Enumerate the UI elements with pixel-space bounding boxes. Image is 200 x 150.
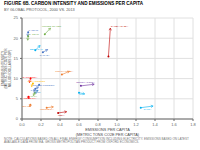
svg-text:EMISSIONS INTENSITY(METRIC TON: EMISSIONS INTENSITY(METRIC TONS CO2E PER… bbox=[8, 48, 12, 89]
svg-text:AUSTRALIA: AUSTRALIA bbox=[22, 97, 36, 100]
svg-text:EU-28: EU-28 bbox=[33, 91, 41, 94]
svg-text:15: 15 bbox=[14, 56, 19, 61]
svg-text:BRAZIL: BRAZIL bbox=[22, 105, 31, 108]
svg-text:CHINA: CHINA bbox=[144, 108, 152, 111]
svg-text:CANADA: CANADA bbox=[40, 54, 51, 57]
svg-text:INDIA: INDIA bbox=[58, 114, 65, 117]
html-text:EMISSIONS INTENSITY: EMISSIONS INTENSITY bbox=[0, 50, 5, 87]
svg-text:0.4: 0.4 bbox=[57, 122, 63, 127]
svg-text:EMISSIONS PER CAPITA(METRIC TO: EMISSIONS PER CAPITA(METRIC TONS CO2E PE… bbox=[76, 128, 140, 136]
svg-text:0: 0 bbox=[16, 116, 19, 121]
svg-text:TL: TL bbox=[79, 93, 83, 96]
svg-text:UNITED STATES: UNITED STATES bbox=[42, 25, 62, 28]
svg-text:CALIFORNIA: CALIFORNIA bbox=[22, 76, 37, 79]
svg-text:0.2: 0.2 bbox=[38, 122, 44, 127]
svg-text:10: 10 bbox=[14, 76, 19, 81]
svg-text:1.4: 1.4 bbox=[152, 122, 158, 127]
svg-text:0.6: 0.6 bbox=[76, 122, 82, 127]
svg-text:UNITED KINGDOM: UNITED KINGDOM bbox=[32, 84, 54, 87]
html-text:BY GLOBAL PROTOCOL, 2000 VS. 2: BY GLOBAL PROTOCOL, 2000 VS. 2013 bbox=[4, 7, 75, 12]
svg-text:M. JOHN: M. JOHN bbox=[28, 33, 38, 36]
svg-text:1.2: 1.2 bbox=[133, 122, 139, 127]
svg-text:0.0: 0.0 bbox=[19, 122, 25, 127]
svg-text:SOUTH AFRICA: SOUTH AFRICA bbox=[76, 81, 95, 84]
svg-text:25: 25 bbox=[14, 15, 19, 20]
svg-text:BEST RAIL: BEST RAIL bbox=[30, 48, 43, 51]
svg-text:SAUDI ARABIA: SAUDI ARABIA bbox=[111, 25, 129, 28]
svg-text:P. JOHN: P. JOHN bbox=[28, 29, 38, 32]
svg-text:5: 5 bbox=[16, 96, 19, 101]
svg-text:0.8: 0.8 bbox=[95, 122, 101, 127]
svg-text:20: 20 bbox=[14, 36, 19, 41]
html-text:NOTE: CALCULATIONS BASED ON AL: NOTE: CALCULATIONS BASED ON ALL FINAL EN… bbox=[4, 137, 189, 145]
svg-text:1.0: 1.0 bbox=[114, 122, 120, 127]
svg-text:INDONESIA: INDONESIA bbox=[40, 108, 54, 111]
html-text:FIGURE 6B. CARBON INTENSITY AN: FIGURE 6B. CARBON INTENSITY AND EMISSION… bbox=[4, 1, 143, 6]
svg-text:SOUTH KOREA: SOUTH KOREA bbox=[55, 70, 74, 73]
svg-text:LOS ANGELES: LOS ANGELES bbox=[28, 80, 46, 83]
svg-text:1.8: 1.8 bbox=[190, 122, 192, 127]
svg-text:1.6: 1.6 bbox=[171, 122, 177, 127]
